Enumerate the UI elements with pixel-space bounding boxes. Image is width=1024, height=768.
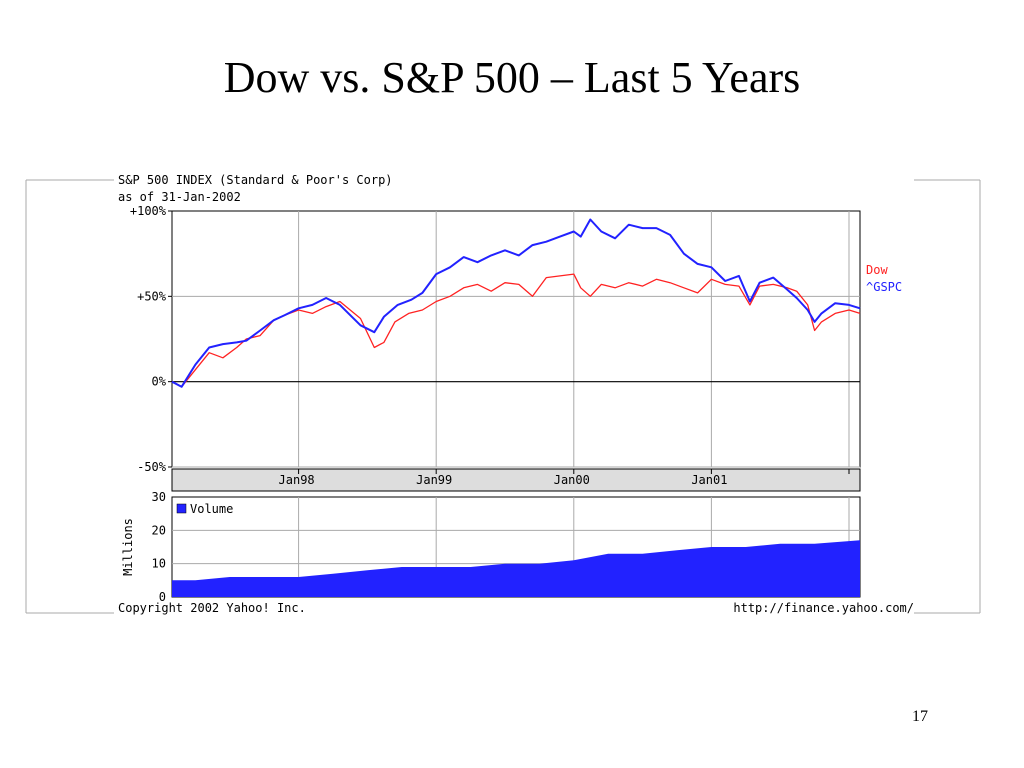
slide-title: Dow vs. S&P 500 – Last 5 Years [223,53,801,102]
volume-panel: 30 20 10 0 Millions Volume [121,490,861,604]
footer-copyright: Copyright 2002 Yahoo! Inc. [118,601,306,615]
plot-area [171,210,861,468]
chart-header-line-2: as of 31-Jan-2002 [118,190,241,204]
volume-y-axis-label: Millions [121,518,135,576]
x-tick-label: Jan98 [279,473,315,487]
y-axis: +100% +50% 0% -50% [130,204,172,474]
volume-legend-swatch [176,503,187,514]
volume-y-tick-label: 0 [159,590,166,604]
volume-legend-label: Volume [190,502,233,516]
x-tick-label: Jan00 [554,473,590,487]
volume-area [172,540,860,597]
volume-y-tick-label: 20 [152,523,166,537]
legend-label-dow: Dow [866,263,888,277]
chart-header-line-1: S&P 500 INDEX (Standard & Poor's Corp) [118,173,393,187]
series-line-gspc [171,218,861,388]
x-axis-band-bg [171,468,861,492]
x-tick-label: Jan99 [416,473,452,487]
page-number: 17 [912,708,928,725]
y-tick-label: +100% [130,204,167,218]
plot-border [171,210,861,468]
chart-frame [25,179,981,614]
x-tick-label: Jan01 [691,473,727,487]
footer-source: http://finance.yahoo.com/ [733,601,914,615]
volume-y-tick-label: 10 [152,557,166,571]
legend-label-gspc: ^GSPC [866,280,902,294]
y-tick-label: +50% [137,289,167,303]
legend: Dow ^GSPC [866,263,902,294]
volume-y-tick-label: 30 [152,490,166,504]
y-tick-label: -50% [137,460,167,474]
y-tick-label: 0% [152,375,167,389]
x-axis-band: Jan98 Jan99 Jan00 Jan01 [171,468,861,492]
